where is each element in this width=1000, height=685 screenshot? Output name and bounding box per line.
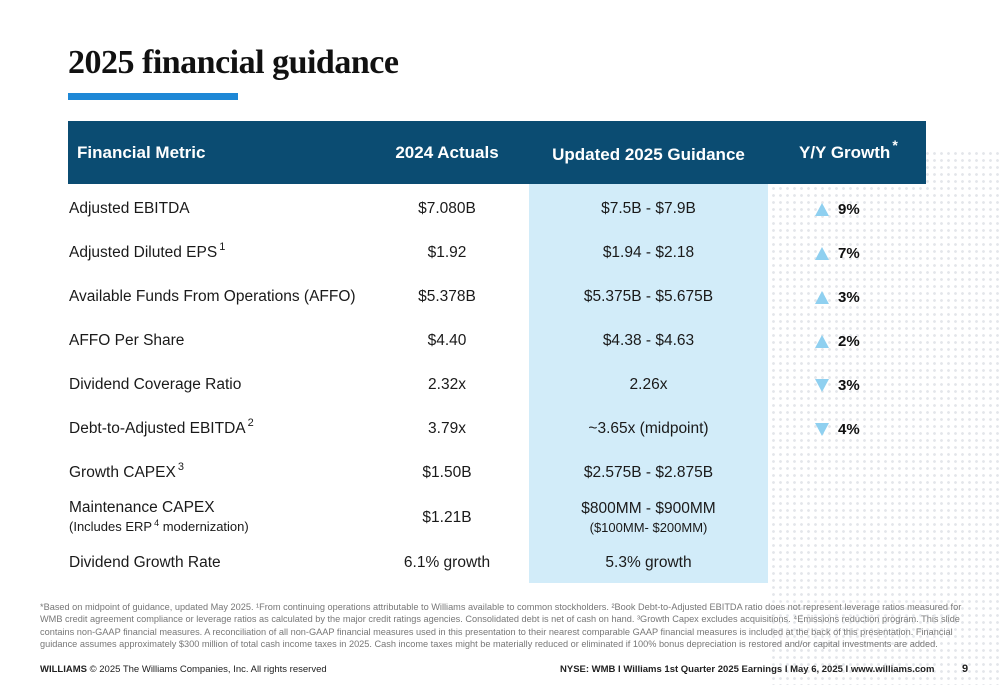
growth-cell: 9%	[815, 187, 875, 231]
footnote-ref: 3	[177, 461, 184, 473]
up-arrow-icon	[815, 290, 829, 304]
guidance-column-highlight	[529, 184, 768, 583]
growth-value: 7%	[838, 244, 860, 262]
guidance-cell: ~3.65x (midpoint)	[588, 420, 709, 437]
metric-cell: Adjusted Diluted EPS 1	[69, 231, 225, 275]
actual-cell: 2.32x	[428, 376, 466, 393]
table-row: Debt-to-Adjusted EBITDA 2 3.79x ~3.65x (m…	[0, 407, 1000, 451]
actual-cell: $1.50B	[422, 464, 472, 481]
table-row: Growth CAPEX 3 $1.50B $2.575B - $2.875B	[0, 451, 1000, 495]
table-row: Dividend Growth Rate 6.1% growth 5.3% gr…	[0, 541, 1000, 585]
metric-label: Adjusted Diluted EPS	[69, 244, 218, 261]
table-row: Adjusted EBITDA $7.080B $7.5B - $7.9B 9%	[0, 187, 1000, 231]
growth-value: 9%	[838, 200, 860, 218]
guidance-cell: $800MM - $900MM ($100MM- $200MM)	[529, 495, 768, 541]
up-arrow-icon	[815, 246, 829, 260]
footnote-ref: 1	[219, 241, 226, 253]
guidance-value: $800MM - $900MM	[581, 500, 716, 517]
metric-cell: AFFO Per Share	[69, 332, 185, 349]
metric-subtext-post: modernization)	[159, 519, 249, 534]
guidance-cell: $1.94 - $2.18	[602, 244, 695, 261]
metric-cell: Debt-to-Adjusted EBITDA 2	[69, 407, 254, 451]
metric-cell: Dividend Coverage Ratio	[69, 376, 242, 393]
metric-cell: Dividend Growth Rate	[69, 554, 221, 571]
header-financial-metric: Financial Metric	[77, 142, 206, 162]
metric-subtext-pre: (Includes ERP	[69, 519, 153, 534]
footnote-text: *Based on midpoint of guidance, updated …	[40, 602, 962, 649]
growth-cell: 4%	[815, 407, 875, 451]
metric-label: Debt-to-Adjusted EBITDA	[69, 420, 246, 437]
header-2024-actuals: 2024 Actuals	[395, 142, 499, 162]
guidance-cell: $5.375B - $5.675B	[583, 288, 714, 305]
actual-cell: $1.21B	[422, 509, 472, 526]
growth-value: 2%	[838, 332, 860, 350]
header-yy-growth-label: Y/Y Growth	[799, 142, 891, 162]
down-arrow-icon	[815, 378, 829, 392]
guidance-cell: 2.26x	[629, 376, 668, 393]
actual-cell: $7.080B	[418, 200, 476, 217]
actual-cell: $4.40	[427, 332, 467, 349]
footer-copyright-text: © 2025 The Williams Companies, Inc. All …	[89, 664, 327, 675]
metric-label: Growth CAPEX	[69, 464, 176, 481]
header-yy-growth: Y/Y Growth *	[799, 121, 898, 184]
table-header: Financial Metric 2024 Actuals Updated 20…	[68, 121, 926, 184]
table-row: Available Funds From Operations (AFFO) $…	[0, 275, 1000, 319]
metric-cell: Growth CAPEX 3	[69, 451, 184, 495]
actual-cell: $1.92	[427, 244, 467, 261]
metric-cell: Adjusted EBITDA	[69, 200, 190, 217]
growth-value: 3%	[838, 288, 860, 306]
footer-brand: WILLIAMS	[40, 664, 87, 675]
growth-cell: 2%	[815, 319, 875, 363]
growth-value: 3%	[838, 376, 860, 394]
guidance-cell: $2.575B - $2.875B	[583, 464, 714, 481]
metric-cell: Maintenance CAPEX (Includes ERP 4 moderni…	[69, 495, 249, 541]
title-accent-rule	[68, 93, 238, 100]
header-yy-growth-mark: *	[892, 137, 898, 153]
table-row: AFFO Per Share $4.40 $4.38 - $4.63 2%	[0, 319, 1000, 363]
table-row: Adjusted Diluted EPS 1 $1.92 $1.94 - $2.1…	[0, 231, 1000, 275]
footnote-ref: 2	[247, 417, 254, 429]
footer-copyright: WILLIAMS © 2025 The Williams Companies, …	[40, 664, 327, 675]
actual-cell: 3.79x	[428, 420, 466, 437]
metric-label: Maintenance CAPEX	[69, 499, 215, 516]
growth-value: 4%	[838, 420, 860, 438]
actual-cell: 6.1% growth	[403, 554, 491, 571]
down-arrow-icon	[815, 422, 829, 436]
metric-subtext: (Includes ERP 4 modernization)	[69, 517, 249, 538]
table-row: Maintenance CAPEX (Includes ERP 4 moderni…	[0, 495, 1000, 541]
header-2025-guidance: Updated 2025 Guidance	[552, 144, 745, 164]
growth-cell: 3%	[815, 275, 875, 319]
table-row: Dividend Coverage Ratio 2.32x 2.26x 3%	[0, 363, 1000, 407]
guidance-cell: $4.38 - $4.63	[602, 332, 695, 349]
metric-cell: Available Funds From Operations (AFFO)	[69, 288, 356, 305]
footer-event-info: NYSE: WMB I Williams 1st Quarter 2025 Ea…	[560, 664, 935, 675]
background-dot-pattern	[770, 150, 1000, 685]
guidance-subtext: ($100MM- $200MM)	[589, 520, 708, 535]
footnote-ref: 4	[154, 518, 160, 528]
actual-cell: $5.378B	[418, 288, 476, 305]
up-arrow-icon	[815, 202, 829, 216]
guidance-cell: 5.3% growth	[605, 554, 692, 571]
page-title: 2025 financial guidance	[68, 44, 399, 81]
page-number: 9	[962, 663, 969, 675]
up-arrow-icon	[815, 334, 829, 348]
guidance-cell: $7.5B - $7.9B	[601, 200, 696, 217]
growth-cell: 7%	[815, 231, 875, 275]
growth-cell: 3%	[815, 363, 875, 407]
